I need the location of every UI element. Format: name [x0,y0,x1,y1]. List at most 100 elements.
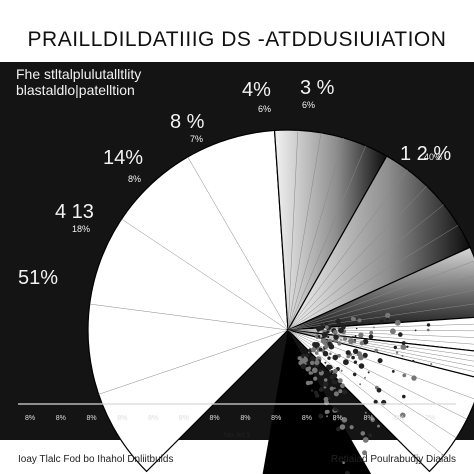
x-axis-label: No. tol 1 [223,432,251,439]
pie-slice-1 [87,129,289,473]
slice-fan-line [287,329,474,367]
scatter-dot [412,359,415,363]
scatter-dot [343,359,349,366]
scatter-dot [333,334,339,340]
scatter-dot [349,425,354,430]
x-tick-label: 8% [56,415,66,422]
scatter-dot [393,345,397,350]
slice-sublabel: 8% [128,174,141,184]
pie-slice-7 [286,328,474,473]
scatter-dot [324,325,329,329]
scatter-dot [327,335,330,339]
scatter-dot [401,354,404,357]
chart-title: PRAILLDILDATIIIG DS -ATDDUSIUIATION [27,28,447,51]
slice-sublabel: 18% [72,224,90,234]
scatter-dot [352,348,359,354]
scatter-dot [394,319,401,326]
slice-sublabel: 7% [190,134,203,144]
scatter-dot [340,369,343,372]
scatter-dot [406,345,409,348]
scatter-dot [300,363,307,370]
x-tick-label: 8% [271,415,281,422]
scatter-dot [314,351,319,355]
scatter-dot [377,358,383,364]
scatter-dot [402,373,407,378]
scatter-dot [351,355,355,360]
slice-label: 4% [242,79,271,101]
slice-fan-line [287,169,408,331]
slice-fan-line [121,218,289,331]
scatter-dot [355,327,358,330]
scatter-dot [305,380,311,386]
scatter-dot [358,332,364,338]
pie-slice-4 [287,246,474,331]
scatter-dot [364,411,367,414]
scatter-dot [329,352,332,356]
slice-fan-line [287,185,428,331]
scatter-dot [362,437,369,443]
slice-sublabel: 6% [302,100,315,110]
scatter-dot [376,387,382,393]
scatter-dot [411,375,417,381]
scatter-dot [310,347,317,353]
scatter-dot [323,378,328,382]
scatter-dot [352,372,357,377]
scatter-dot [323,381,329,387]
slice-fan-line [287,204,444,331]
scatter-dot [374,348,379,353]
scatter-dot [390,328,396,335]
scatter-dot [297,356,302,361]
scatter-dot [337,341,342,346]
scatter-dot [346,354,351,359]
scatter-dot [316,360,320,363]
scatter-dot [345,350,351,356]
slice-fan-line [287,132,322,331]
scatter-dot [327,356,331,360]
scatter-dot [354,335,357,338]
scatter-dot [367,371,370,374]
scatter-dot [342,461,345,465]
scatter-dot [339,322,344,327]
scatter-dot [333,387,336,390]
scatter-dot [312,367,318,374]
scatter-dot [327,341,332,346]
scatter-dot [318,413,323,419]
x-tick-label: 8% [333,415,343,422]
scatter-dot [358,363,365,369]
slice-label: 8 % [170,111,205,133]
scatter-dot [368,433,373,438]
scatter-dot [333,380,338,385]
x-tick-label: 8% [179,415,189,422]
scatter-dot [329,374,335,380]
scatter-dot [350,316,355,321]
x-tick-label: 2% [425,415,435,422]
chart-subtitle-line-1: Fhe stltalplulutalltlity [16,66,142,82]
slice-label: 51% [18,267,58,289]
scatter-dot [377,424,380,428]
scatter-dot [322,350,329,357]
scatter-dot [306,363,309,366]
footer-band [0,440,474,474]
scatter-dot [329,386,334,391]
scatter-dot [373,399,378,404]
scatter-dot [336,427,341,432]
scatter-dot [308,371,313,375]
scatter-dot [364,376,366,379]
scatter-dot [342,389,348,395]
scatter-dot [333,418,336,422]
x-tick-label: 8% [240,415,250,422]
scatter-dot [402,394,406,399]
scatter-dot [332,368,338,374]
scatter-dot [305,366,311,372]
scatter-dot [371,330,373,333]
slice-fan-line [287,289,474,331]
scatter-dot [348,338,355,345]
scatter-dot [362,352,368,358]
slice-sublabel: 6% [258,104,271,114]
scatter-dot [358,354,364,361]
slice-sublabel: 40% [424,152,442,162]
slice-fan-line [287,329,474,345]
scatter-dot [310,360,315,366]
scatter-dot [343,336,347,341]
